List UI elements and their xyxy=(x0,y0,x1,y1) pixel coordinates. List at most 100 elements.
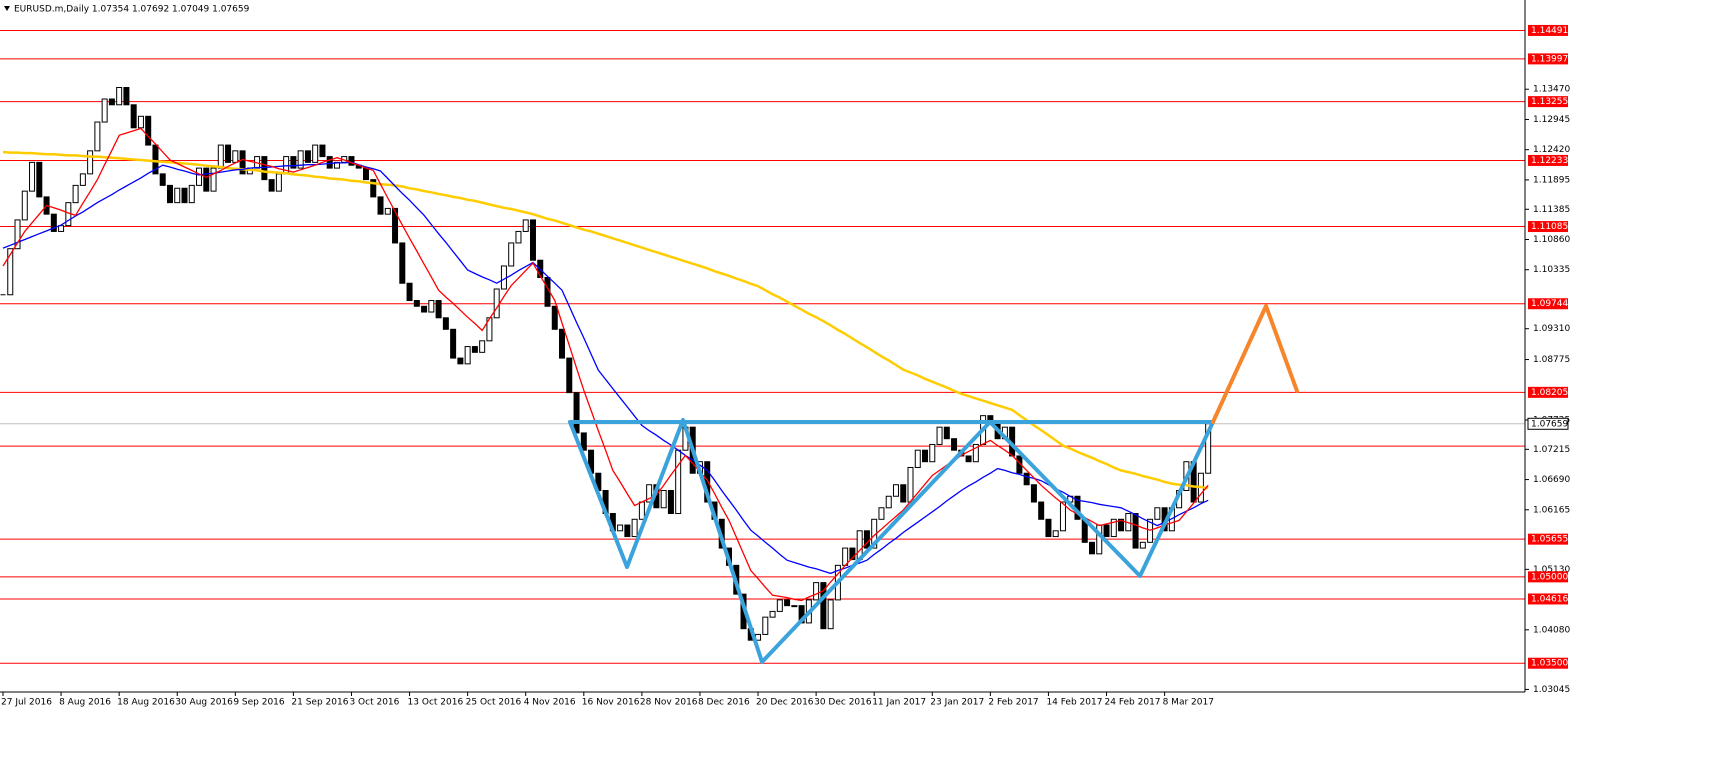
candle-body xyxy=(406,282,413,302)
candle-body xyxy=(108,98,115,106)
candle-body xyxy=(624,524,631,538)
candle-body xyxy=(1052,530,1059,538)
candle-body xyxy=(203,167,210,192)
x-tick-label: 3 Oct 2016 xyxy=(349,698,399,708)
candle-body xyxy=(522,219,529,232)
candle-body xyxy=(159,173,166,186)
x-tick-label: 21 Sep 2016 xyxy=(291,698,348,708)
x-tick-label: 28 Nov 2016 xyxy=(640,698,698,708)
y-tick-label: 1.08775 xyxy=(1533,355,1570,365)
candle-body xyxy=(297,150,304,169)
level-tag xyxy=(1528,386,1568,398)
candle-body xyxy=(312,144,319,163)
candle-body xyxy=(878,507,885,520)
y-tick-label: 1.04080 xyxy=(1533,625,1570,635)
level-tag xyxy=(1528,221,1568,233)
candle-body xyxy=(892,484,899,497)
x-tick-label: 25 Oct 2016 xyxy=(466,698,522,708)
moving-average xyxy=(2,127,1209,602)
candle-body xyxy=(1045,518,1052,538)
y-tick-label: 1.05130 xyxy=(1533,565,1570,575)
x-tick-label: 8 Mar 2017 xyxy=(1163,698,1214,708)
candle-body xyxy=(232,150,239,163)
candle-body xyxy=(936,426,943,445)
level-tag xyxy=(1528,96,1568,108)
y-tick-label: 1.06690 xyxy=(1533,475,1570,485)
candle-body xyxy=(363,167,369,181)
candle-body xyxy=(442,317,449,330)
x-tick-label: 2 Feb 2017 xyxy=(988,698,1038,708)
candle-body xyxy=(145,115,152,146)
candle-body xyxy=(900,484,907,503)
candle-body xyxy=(87,150,94,175)
chart-title: EURUSD.m,Daily 1.07354 1.07692 1.07049 1… xyxy=(14,5,250,15)
candle-body xyxy=(885,495,892,509)
candle-body xyxy=(239,150,246,175)
candle-body xyxy=(428,300,435,313)
y-tick-label: 1.12420 xyxy=(1533,145,1570,155)
x-tick-label: 16 Nov 2016 xyxy=(582,698,640,708)
candle-body xyxy=(181,187,188,204)
candle-body xyxy=(972,443,979,463)
x-tick-label: 11 Jan 2017 xyxy=(872,698,926,708)
x-tick-label: 20 Dec 2016 xyxy=(756,698,814,708)
candle-body xyxy=(290,156,297,169)
price-label: 1.07659 xyxy=(1531,419,1568,429)
level-label: 1.09744 xyxy=(1531,299,1568,309)
candle-body xyxy=(1089,541,1095,555)
candle-body xyxy=(101,98,108,123)
candle-body xyxy=(769,610,776,618)
candle-body xyxy=(551,305,558,330)
candle-body xyxy=(435,300,442,319)
level-tag xyxy=(1528,154,1568,166)
level-tag xyxy=(1528,593,1568,605)
x-tick-label: 18 Aug 2016 xyxy=(117,698,175,708)
candle-body xyxy=(508,242,515,267)
candle-body xyxy=(7,248,14,296)
level-tag xyxy=(1528,657,1568,669)
candle-body xyxy=(943,426,950,440)
candle-body xyxy=(914,449,921,468)
candle-body xyxy=(776,599,783,612)
candle-body xyxy=(377,196,384,215)
level-label: 1.04616 xyxy=(1531,594,1568,604)
candle-body xyxy=(529,219,536,261)
candle-body xyxy=(319,144,326,158)
candle-body xyxy=(21,190,28,221)
candle-body xyxy=(348,156,355,166)
candle-body xyxy=(1096,524,1103,555)
y-tick-label: 1.09310 xyxy=(1533,324,1570,334)
x-tick-label: 23 Jan 2017 xyxy=(930,698,984,708)
candle-body xyxy=(58,225,65,232)
candle-body xyxy=(14,219,21,250)
y-tick-label: 1.11385 xyxy=(1533,205,1570,215)
pattern-zigzag xyxy=(568,418,1215,664)
moving-average xyxy=(2,150,1209,490)
x-tick-label: 27 Jul 2016 xyxy=(1,698,52,708)
x-tick-label: 30 Dec 2016 xyxy=(814,698,872,708)
menu-icon xyxy=(4,6,10,11)
candle-body xyxy=(421,305,428,313)
candle-body xyxy=(1110,518,1117,538)
level-label: 1.05000 xyxy=(1531,572,1568,582)
x-tick-label: 8 Aug 2016 xyxy=(59,698,111,708)
x-tick-label: 24 Feb 2017 xyxy=(1105,698,1161,708)
candle-body xyxy=(559,328,566,359)
candle-body xyxy=(667,490,674,515)
candle-body xyxy=(1118,518,1125,532)
level-label: 1.14491 xyxy=(1531,26,1568,36)
y-tick-label: 1.06165 xyxy=(1533,505,1570,515)
y-tick-label: 1.11895 xyxy=(1533,175,1570,185)
candle-body xyxy=(1154,507,1161,520)
candle-body xyxy=(827,599,834,630)
pattern-drawing xyxy=(568,304,1299,664)
candle-body xyxy=(79,173,86,186)
candle-body xyxy=(188,184,195,204)
candle-body xyxy=(174,187,181,204)
candle-body xyxy=(907,466,914,503)
candle-body xyxy=(72,184,79,204)
x-tick-label: 4 Nov 2016 xyxy=(524,698,576,708)
candle-body xyxy=(413,300,420,307)
candle-body xyxy=(1139,541,1146,549)
